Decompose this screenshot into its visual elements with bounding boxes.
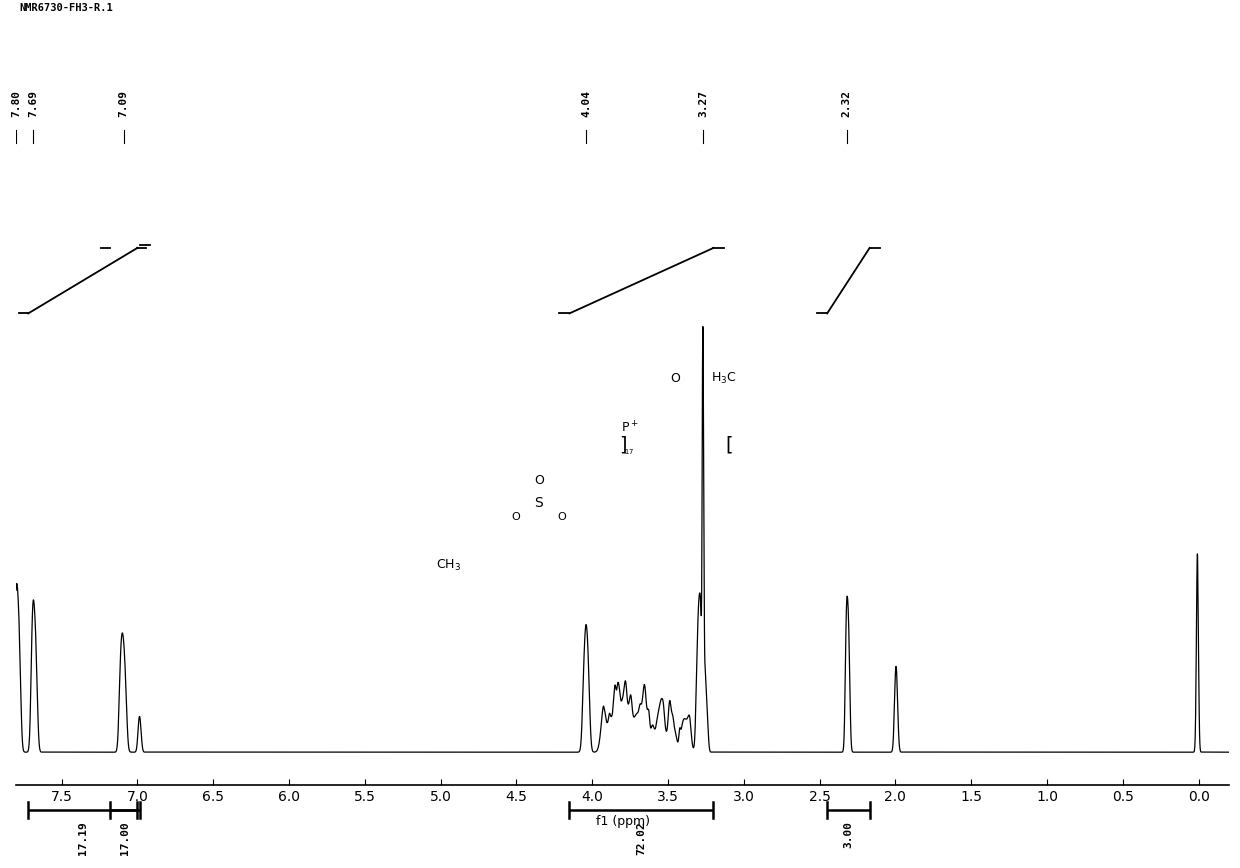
Text: $\mathrm{O}$: $\mathrm{O}$ bbox=[511, 510, 522, 523]
Text: $[$: $[$ bbox=[725, 434, 733, 455]
Text: 7.69: 7.69 bbox=[27, 90, 37, 117]
Text: $\mathrm{CH_3}$: $\mathrm{CH_3}$ bbox=[435, 558, 461, 573]
Text: 2.32: 2.32 bbox=[842, 90, 852, 117]
Text: 17.00: 17.00 bbox=[120, 821, 130, 855]
Text: 72.02: 72.02 bbox=[636, 821, 646, 855]
Text: $\mathrm{O}$: $\mathrm{O}$ bbox=[533, 474, 544, 487]
Text: NMR6730-FH3-R.1: NMR6730-FH3-R.1 bbox=[20, 3, 114, 13]
Text: 17.19: 17.19 bbox=[78, 821, 88, 855]
Text: 7.80: 7.80 bbox=[11, 90, 21, 117]
Text: 3.27: 3.27 bbox=[698, 90, 708, 117]
Text: $\mathrm{O}$: $\mathrm{O}$ bbox=[557, 510, 567, 523]
Text: $]$: $]$ bbox=[619, 434, 626, 455]
X-axis label: f1 (ppm): f1 (ppm) bbox=[595, 815, 650, 828]
Text: $\mathrm{P^+}$: $\mathrm{P^+}$ bbox=[621, 420, 639, 436]
Text: $^{17}$: $^{17}$ bbox=[625, 450, 635, 459]
Text: $\mathrm{O}$: $\mathrm{O}$ bbox=[670, 372, 681, 385]
Text: $\mathrm{S}$: $\mathrm{S}$ bbox=[534, 496, 544, 510]
Text: 3.00: 3.00 bbox=[843, 821, 853, 848]
Text: 7.09: 7.09 bbox=[119, 90, 129, 117]
Text: 4.04: 4.04 bbox=[582, 90, 591, 117]
Text: $\mathrm{H_3C}$: $\mathrm{H_3C}$ bbox=[711, 372, 737, 386]
